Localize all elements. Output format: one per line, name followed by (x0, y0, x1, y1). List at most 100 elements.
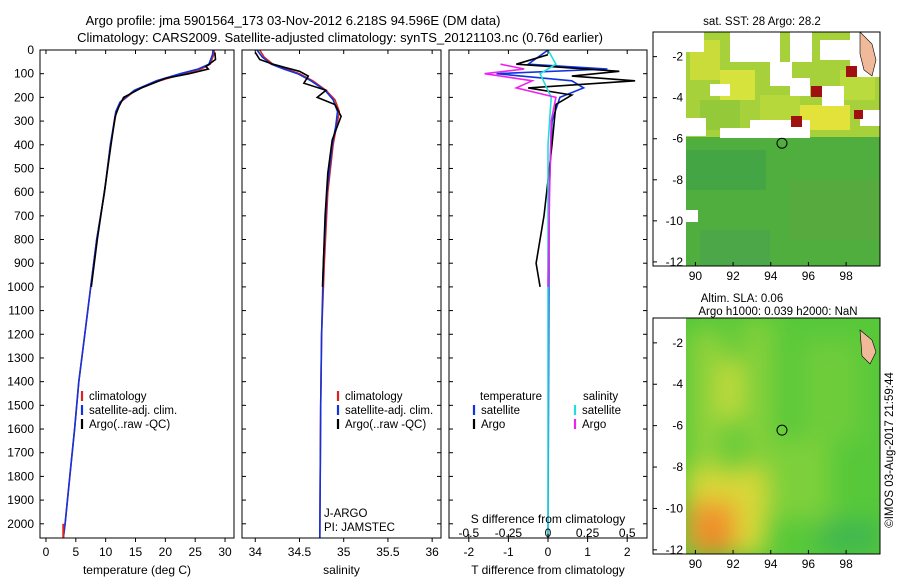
legend-label: Argo(..raw -QC) (89, 419, 170, 431)
x-axis-label: salinity (323, 563, 360, 577)
legend-label: Argo(..raw -QC) (345, 419, 426, 431)
map-y-tick-label: -12 (666, 543, 684, 557)
difference-panel: -2 -1 0 1 2 T difference from climatology temp… (448, 49, 648, 577)
y-tick-label: 700 (14, 209, 34, 223)
sla-map-panel: 90 92 94 96 98 -2 -4 -6 -8 -10 -12 Altim. SLA: 0.06… (652, 293, 881, 571)
y-tick-label: 1400 (7, 375, 34, 389)
map-y-tick-label: -6 (672, 419, 683, 433)
x-tick-label: 1 (584, 545, 591, 559)
salinity-panel: 34 34.5 35 35.5 36 salinity climatology satelli… (241, 49, 442, 577)
y-tick-label: 1900 (7, 493, 34, 507)
series-climatology (62, 49, 216, 539)
x-tick-label: 2 (624, 545, 631, 559)
x-tick-label: 20 (159, 545, 173, 559)
y-tick-label: 600 (14, 185, 34, 199)
map-y-tick-label: -12 (666, 255, 684, 269)
axes-frame (241, 49, 442, 539)
legend-header-temperature: temperature (480, 391, 542, 403)
y-tick-label: 1300 (7, 351, 34, 365)
series-satellite-adj-clim- (62, 49, 214, 539)
s-tick-label: -0.25 (495, 526, 523, 540)
x-tick-label: 30 (218, 545, 232, 559)
sla-map-title-2: Argo h1000: 0.039 h2000: NaN (698, 306, 857, 318)
legend-label: satellite-adj. clim. (89, 405, 177, 417)
float-note-line-2: PI: JAMSTEC (324, 522, 395, 534)
legend-label: Argo (582, 419, 606, 431)
map-frame (652, 317, 881, 555)
y-tick-label: 1500 (7, 398, 34, 412)
map-y-tick-label: -10 (666, 214, 684, 228)
legend-label: satellite (481, 405, 520, 417)
s-tick-label: -0.5 (458, 526, 479, 540)
map-x-tick-label: 92 (726, 269, 740, 283)
map-x-tick-label: 90 (689, 269, 703, 283)
map-x-tick-label: 96 (802, 269, 816, 283)
legend-label: climatology (89, 391, 147, 403)
y-tick-label: 900 (14, 256, 34, 270)
y-tick-label: 400 (14, 138, 34, 152)
x-tick-label: 25 (189, 545, 203, 559)
x-tick-label: 0 (43, 545, 50, 559)
map-y-tick-label: -4 (672, 377, 683, 391)
map-y-tick-label: -6 (672, 132, 683, 146)
x-tick-label: -2 (463, 545, 474, 559)
map-x-tick-label: 94 (764, 269, 778, 283)
map-frame (652, 31, 881, 267)
series-climatology (259, 49, 341, 539)
imos-watermark: ©IMOS 03-Aug-2017 21:59:44 (884, 372, 896, 528)
legend-label: satellite-adj. clim. (345, 405, 433, 417)
x-tick-label: 35 (337, 545, 351, 559)
y-tick-label: 800 (14, 233, 34, 247)
x-tick-label: 15 (129, 545, 143, 559)
x-tick-label: 10 (99, 545, 113, 559)
legend-label: satellite (582, 405, 621, 417)
sst-map-title: sat. SST: 28 Argo: 28.2 (703, 16, 821, 28)
x-tick-label: 5 (72, 545, 79, 559)
map-x-tick-label: 98 (839, 557, 853, 571)
y-tick-label: 500 (14, 161, 34, 175)
y-tick-label: 1000 (7, 280, 34, 294)
float-note-line-1: J-ARGO (324, 508, 368, 520)
x-tick-label: 35.5 (376, 545, 400, 559)
y-tick-label: 1100 (8, 304, 34, 318)
s-tick-label: 0.5 (619, 526, 636, 540)
sst-map-panel: 90 92 94 96 98 -2 -4 -6 -8 -10 -12 sat. SST: 28 Arg… (652, 16, 881, 283)
s-tick-label: 0.25 (576, 526, 600, 540)
y-tick-label: 1200 (7, 327, 34, 341)
map-x-tick-label: 92 (726, 557, 740, 571)
legend-label: Argo (481, 419, 505, 431)
x-tick-label: 34.5 (288, 545, 312, 559)
y-tick-label: 0 (27, 43, 34, 57)
axes-frame (39, 49, 235, 539)
series-argo-raw-qc- (90, 52, 217, 288)
map-y-tick-label: -4 (672, 91, 683, 105)
y-tick-label: 300 (14, 114, 34, 128)
map-x-tick-label: 96 (802, 557, 816, 571)
map-y-tick-label: -10 (666, 501, 684, 515)
y-tick-label: 1600 (7, 422, 34, 436)
y-tick-label: 1700 (7, 446, 34, 460)
series-s-argo (484, 63, 557, 287)
series-t-argo (516, 53, 636, 288)
x-tick-label: 0 (545, 545, 552, 559)
argo-location-marker (776, 137, 788, 149)
x-axis-label: T difference from climatology (471, 563, 625, 577)
x-tick-label: 34 (249, 545, 263, 559)
temperature-panel: 0 5 10 15 20 25 30 temperature (deg C) 0 100 200 30… (7, 43, 235, 577)
legend-label: climatology (345, 391, 403, 403)
argo-location-marker (776, 424, 788, 436)
s-diff-title: S difference from climatology (471, 512, 626, 526)
legend-header-salinity: salinity (583, 391, 618, 403)
map-y-tick-label: -2 (672, 50, 683, 64)
x-axis-label: temperature (deg C) (83, 563, 191, 577)
s-tick-label: 0 (545, 526, 552, 540)
map-x-tick-label: 90 (689, 557, 703, 571)
y-tick-label: 200 (14, 90, 34, 104)
map-y-tick-label: -8 (672, 173, 683, 187)
title-line-1: Argo profile: jma 5901564_173 03-Nov-201… (86, 13, 501, 28)
y-tick-label: 100 (14, 67, 34, 81)
map-y-tick-label: -2 (672, 336, 683, 350)
series-s-satellite (539, 49, 557, 538)
sla-map-title-1: Altim. SLA: 0.06 (701, 293, 783, 305)
